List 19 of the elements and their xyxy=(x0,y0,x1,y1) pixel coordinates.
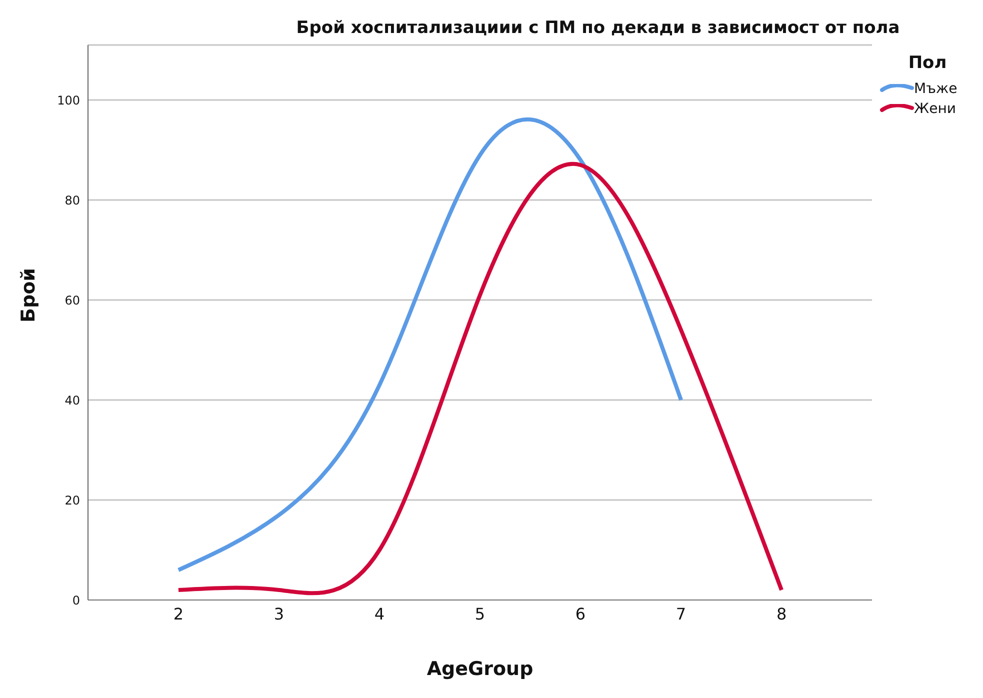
legend-title: Пол xyxy=(907,53,948,73)
x-tick-label: 6 xyxy=(575,604,586,624)
chart-title: Брой хоспитализациии с ПМ по декади в зависимост от пола xyxy=(295,18,901,38)
y-axis-title: Брой xyxy=(18,268,40,322)
y-tick-label: 80 xyxy=(64,193,80,208)
x-tick-label: 4 xyxy=(374,604,385,624)
legend-label: Жени xyxy=(914,101,956,117)
legend-label: Мъже xyxy=(914,81,958,97)
y-tick-label: 60 xyxy=(64,293,80,308)
x-tick-label: 7 xyxy=(676,604,686,624)
y-tick-label: 0 xyxy=(72,593,80,608)
x-tick-label: 3 xyxy=(274,604,284,624)
y-tick-label: 20 xyxy=(64,493,80,508)
x-tick-label: 8 xyxy=(776,604,787,624)
y-tick-label: 100 xyxy=(57,93,80,108)
y-tick-label: 40 xyxy=(64,393,80,408)
x-tick-label: 2 xyxy=(173,604,184,624)
x-axis-title: AgeGroup xyxy=(426,658,534,680)
x-tick-label: 5 xyxy=(474,604,486,624)
